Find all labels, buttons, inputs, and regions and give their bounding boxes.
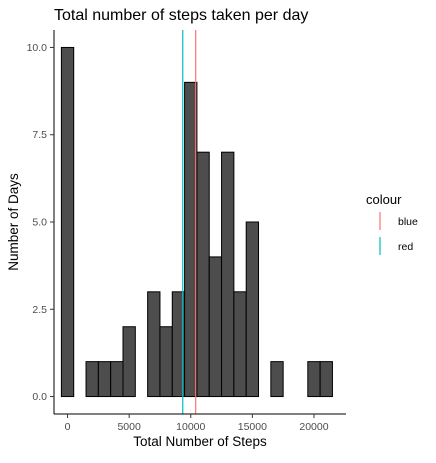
histogram-bar-2 xyxy=(85,361,99,398)
y-axis-ticks: 0.0 2.5 5.0 7.5 10.0 xyxy=(27,42,54,403)
x-tick-label: 5000 xyxy=(117,421,141,433)
histogram-bar-0 xyxy=(60,46,75,398)
histogram-bar-7 xyxy=(147,291,161,398)
y-tick-label: 0.0 xyxy=(32,391,47,403)
histogram-bar-17 xyxy=(270,361,284,398)
histogram-bar-11 xyxy=(196,151,210,398)
y-tick-label: 2.5 xyxy=(32,304,47,316)
histogram-bar-13 xyxy=(221,151,235,398)
y-tick-label: 7.5 xyxy=(32,129,47,141)
histogram-bar-14 xyxy=(233,291,247,398)
x-tick-label: 10000 xyxy=(176,421,205,433)
x-axis-title: Total Number of Steps xyxy=(133,434,267,449)
histogram-bars xyxy=(60,46,333,398)
x-axis-ticks: 0 5000 10000 15000 20000 xyxy=(65,414,329,433)
legend-title: colour xyxy=(366,192,402,207)
histogram-bar-15 xyxy=(245,221,260,398)
legend-label-blue: blue xyxy=(398,216,418,228)
x-tick-label: 15000 xyxy=(238,421,267,433)
x-tick-label: 20000 xyxy=(299,421,328,433)
histogram-bar-8 xyxy=(159,326,173,398)
histogram-bar-21 xyxy=(319,361,333,398)
histogram-bar-4 xyxy=(110,361,124,398)
histogram-bar-5 xyxy=(122,326,136,398)
legend-label-red: red xyxy=(398,241,413,253)
reference-lines xyxy=(182,30,197,414)
histogram-bar-3 xyxy=(97,361,112,398)
chart-title: Total number of steps taken per day xyxy=(54,7,308,24)
legend: colour blue red xyxy=(366,192,418,255)
y-axis-title: Number of Days xyxy=(6,173,21,271)
histogram-bar-10 xyxy=(184,81,198,398)
x-tick-label: 0 xyxy=(65,421,71,433)
histogram-bar-20 xyxy=(307,361,321,398)
histogram-bar-12 xyxy=(208,256,223,398)
y-tick-label: 10.0 xyxy=(27,42,48,54)
y-tick-label: 5.0 xyxy=(32,217,47,229)
